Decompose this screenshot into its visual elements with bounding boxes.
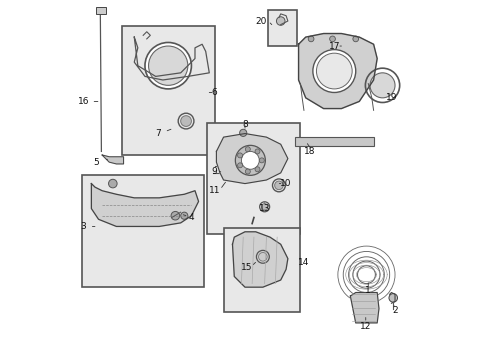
Circle shape <box>148 46 188 85</box>
Bar <box>122 26 215 155</box>
Circle shape <box>245 169 250 174</box>
Text: 8: 8 <box>242 120 248 129</box>
Circle shape <box>370 73 395 98</box>
Circle shape <box>330 36 335 42</box>
Bar <box>207 123 300 234</box>
Text: 15: 15 <box>241 263 252 272</box>
Text: 13: 13 <box>259 204 270 213</box>
Text: 9: 9 <box>212 167 218 176</box>
Text: 6: 6 <box>212 88 218 97</box>
Text: 17: 17 <box>329 41 340 50</box>
Bar <box>295 137 373 146</box>
Polygon shape <box>102 155 123 164</box>
Circle shape <box>255 167 260 172</box>
Text: 14: 14 <box>298 258 310 267</box>
Circle shape <box>235 145 266 175</box>
Circle shape <box>171 211 180 220</box>
Text: 4: 4 <box>189 213 194 222</box>
Circle shape <box>181 212 188 219</box>
Circle shape <box>240 129 247 136</box>
Circle shape <box>238 163 243 168</box>
Circle shape <box>353 36 359 42</box>
Circle shape <box>276 17 285 25</box>
Polygon shape <box>217 134 288 184</box>
Ellipse shape <box>317 53 352 89</box>
Circle shape <box>181 116 192 126</box>
Polygon shape <box>92 184 198 226</box>
Polygon shape <box>232 232 288 287</box>
Text: 10: 10 <box>280 179 292 188</box>
Circle shape <box>109 179 117 188</box>
Polygon shape <box>350 293 379 323</box>
Circle shape <box>255 149 260 154</box>
Bar <box>82 175 204 287</box>
Ellipse shape <box>313 50 356 93</box>
Bar <box>223 228 300 312</box>
Text: 20: 20 <box>256 17 267 26</box>
Text: 16: 16 <box>78 97 89 106</box>
Text: 1: 1 <box>366 286 371 295</box>
Circle shape <box>145 42 192 89</box>
Bar <box>268 10 297 46</box>
Circle shape <box>238 153 243 158</box>
Circle shape <box>308 36 314 42</box>
Text: 18: 18 <box>303 147 315 156</box>
Circle shape <box>389 294 397 302</box>
Text: 3: 3 <box>81 222 86 231</box>
Polygon shape <box>298 33 377 109</box>
Circle shape <box>259 252 267 261</box>
Text: 7: 7 <box>156 129 161 138</box>
Circle shape <box>259 158 264 163</box>
Text: 19: 19 <box>386 93 397 102</box>
Circle shape <box>245 147 250 152</box>
Circle shape <box>262 203 268 210</box>
Text: 5: 5 <box>93 158 98 167</box>
Text: 2: 2 <box>392 306 398 315</box>
Text: 11: 11 <box>209 186 221 195</box>
Text: 12: 12 <box>360 322 371 331</box>
Circle shape <box>275 181 283 190</box>
Circle shape <box>242 152 259 169</box>
Bar <box>96 8 106 14</box>
